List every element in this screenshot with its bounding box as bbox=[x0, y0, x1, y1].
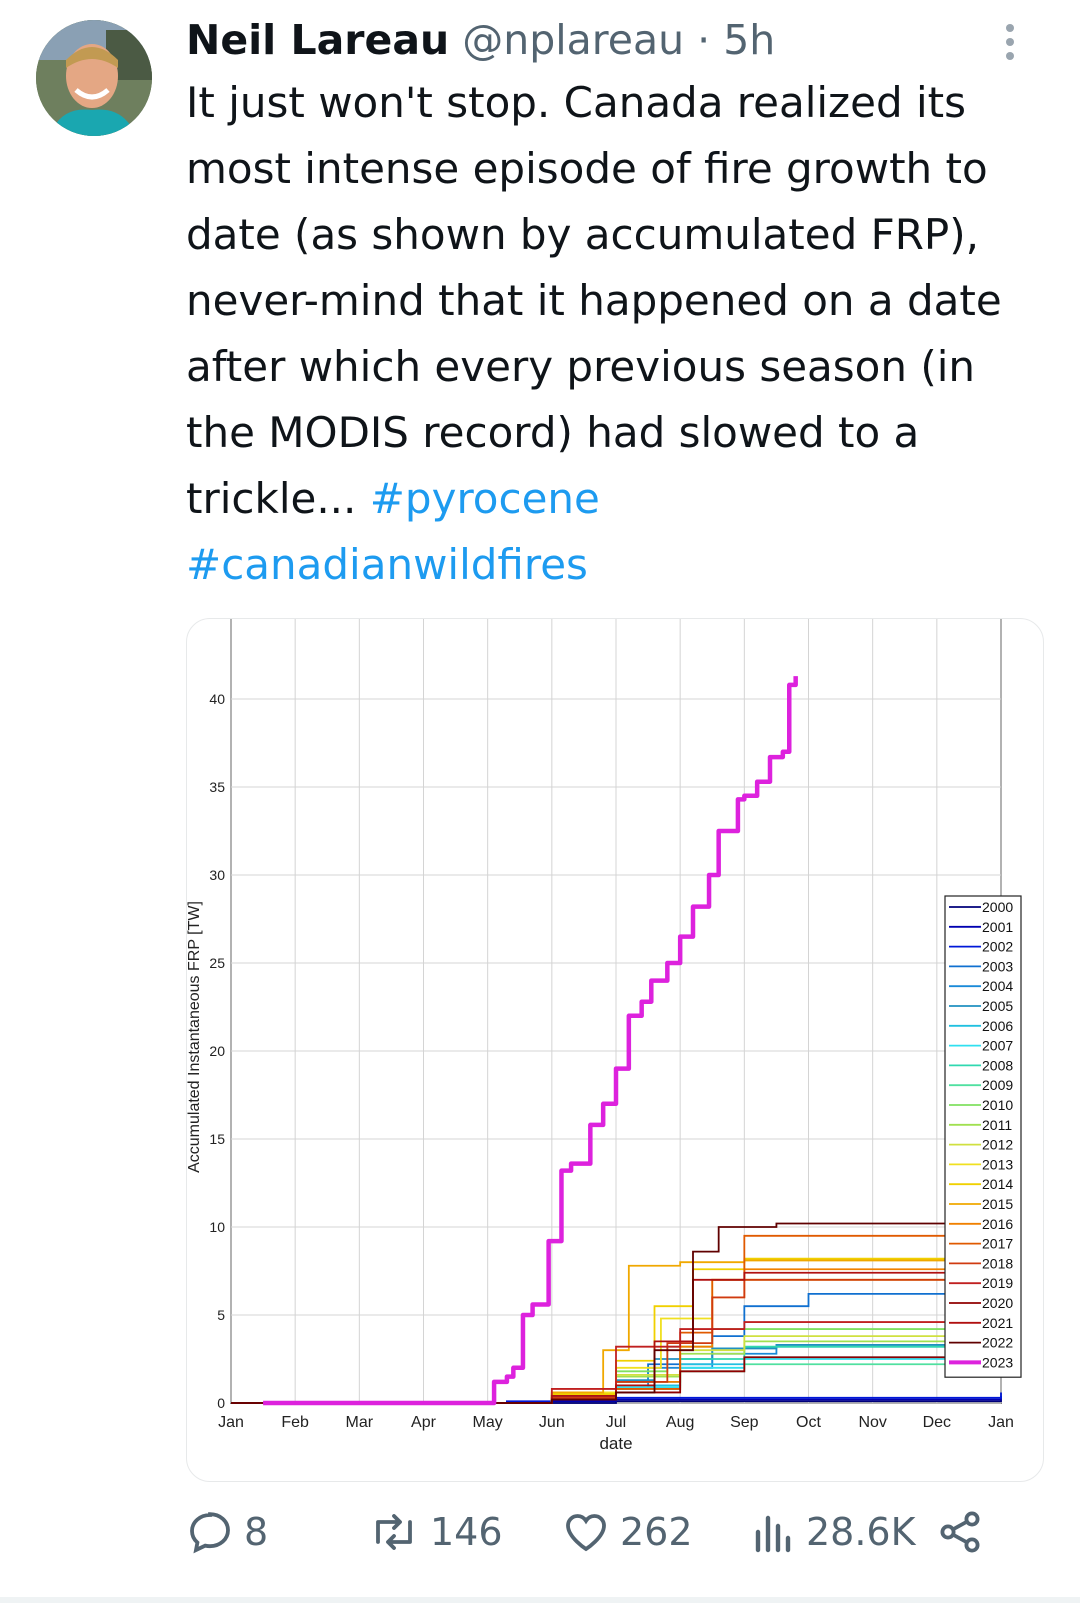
views-button[interactable]: 28.6K bbox=[752, 1508, 916, 1556]
x-tick-label: Jul bbox=[606, 1414, 626, 1431]
legend-label-2002: 2002 bbox=[982, 939, 1013, 955]
legend-label-2016: 2016 bbox=[982, 1216, 1013, 1232]
separator: · bbox=[697, 16, 711, 64]
y-tick-label: 10 bbox=[209, 1219, 225, 1235]
author-name[interactable]: Neil Lareau bbox=[186, 16, 450, 64]
hashtag-canadianwildfires[interactable]: #canadianwildfires bbox=[186, 540, 588, 589]
x-tick-label: Aug bbox=[666, 1414, 694, 1431]
legend-label-2020: 2020 bbox=[982, 1295, 1013, 1311]
legend-label-2023: 2023 bbox=[982, 1354, 1013, 1370]
x-tick-label: Mar bbox=[346, 1414, 374, 1431]
legend-label-2017: 2017 bbox=[982, 1236, 1013, 1252]
x-tick-label: Jun bbox=[539, 1414, 565, 1431]
legend-label-2019: 2019 bbox=[982, 1275, 1013, 1291]
x-tick-label: Dec bbox=[923, 1414, 951, 1431]
x-tick-label: May bbox=[473, 1414, 503, 1431]
x-tick-label: Jan bbox=[218, 1414, 244, 1431]
y-tick-label: 5 bbox=[217, 1307, 225, 1323]
y-tick-label: 25 bbox=[209, 955, 225, 971]
bottom-divider bbox=[0, 1597, 1080, 1603]
views-icon bbox=[755, 1515, 791, 1553]
legend-label-2008: 2008 bbox=[982, 1057, 1013, 1073]
y-tick-label: 20 bbox=[209, 1043, 225, 1059]
legend-label-2004: 2004 bbox=[982, 978, 1013, 994]
legend-label-2021: 2021 bbox=[982, 1315, 1013, 1331]
legend-label-2005: 2005 bbox=[982, 998, 1013, 1014]
legend-box bbox=[944, 895, 1022, 1378]
x-axis-label: date bbox=[599, 1434, 632, 1453]
like-count: 262 bbox=[620, 1510, 693, 1554]
like-icon bbox=[566, 1514, 606, 1552]
share-icon bbox=[940, 1511, 980, 1553]
legend-label-2003: 2003 bbox=[982, 958, 1013, 974]
y-tick-label: 35 bbox=[209, 779, 225, 795]
avatar[interactable] bbox=[36, 20, 152, 136]
views-count: 28.6K bbox=[806, 1510, 916, 1554]
y-axis-label: Accumulated Instantaneous FRP [TW] bbox=[187, 901, 203, 1173]
post-time[interactable]: 5h bbox=[723, 16, 776, 64]
repost-count: 146 bbox=[430, 1510, 503, 1554]
reply-count: 8 bbox=[244, 1510, 269, 1554]
more-icon[interactable] bbox=[1004, 24, 1016, 64]
tweet-body: It just won't stop. Canada realized its … bbox=[186, 78, 1002, 523]
legend-label-2001: 2001 bbox=[982, 919, 1013, 935]
legend-label-2007: 2007 bbox=[982, 1038, 1013, 1054]
y-tick-label: 0 bbox=[217, 1395, 225, 1411]
legend-label-2015: 2015 bbox=[982, 1196, 1013, 1212]
legend-label-2012: 2012 bbox=[982, 1137, 1013, 1153]
legend-label-2022: 2022 bbox=[982, 1335, 1013, 1351]
legend-label-2013: 2013 bbox=[982, 1156, 1013, 1172]
reply-icon bbox=[190, 1512, 230, 1554]
tweet-header: Neil Lareau @nplareau · 5h bbox=[186, 14, 775, 66]
media-image[interactable]: Jan Feb Mar Apr May Jun Jul Aug Sep Oct Nov Dec Jan 0… bbox=[186, 618, 1044, 1482]
x-tick-label: Jan bbox=[988, 1414, 1014, 1431]
legend-label-2006: 2006 bbox=[982, 1018, 1013, 1034]
hashtag-pyrocene[interactable]: #pyrocene bbox=[369, 474, 600, 523]
x-tick-label: Nov bbox=[858, 1414, 886, 1431]
x-tick-label: Sep bbox=[730, 1414, 759, 1431]
series-line-2023 bbox=[263, 676, 798, 1406]
x-tick-label: Apr bbox=[411, 1414, 437, 1431]
y-tick-label: 15 bbox=[209, 1131, 225, 1147]
like-button[interactable]: 262 bbox=[562, 1508, 693, 1556]
legend-label-2011: 2011 bbox=[982, 1117, 1012, 1133]
legend-label-2009: 2009 bbox=[982, 1077, 1013, 1093]
frp-chart: Jan Feb Mar Apr May Jun Jul Aug Sep Oct Nov Dec Jan 0… bbox=[187, 619, 1022, 1453]
repost-icon bbox=[376, 1514, 412, 1550]
legend-label-2000: 2000 bbox=[982, 899, 1013, 915]
share-button[interactable] bbox=[936, 1508, 984, 1556]
reply-button[interactable]: 8 bbox=[186, 1508, 268, 1556]
x-tick-label: Feb bbox=[281, 1414, 309, 1431]
series-line-2022 bbox=[231, 1216, 1002, 1404]
action-bar: 8 146 262 28.6K bbox=[0, 1508, 1080, 1578]
legend-label-2010: 2010 bbox=[982, 1097, 1013, 1113]
x-tick-label: Oct bbox=[796, 1414, 821, 1431]
author-handle[interactable]: @nplareau bbox=[462, 16, 685, 64]
repost-button[interactable]: 146 bbox=[368, 1508, 503, 1556]
y-tick-label: 40 bbox=[209, 691, 225, 707]
legend-label-2014: 2014 bbox=[982, 1176, 1013, 1192]
y-tick-label: 30 bbox=[209, 867, 225, 883]
tweet-text: It just won't stop. Canada realized its … bbox=[186, 70, 1056, 598]
legend-label-2018: 2018 bbox=[982, 1255, 1013, 1271]
